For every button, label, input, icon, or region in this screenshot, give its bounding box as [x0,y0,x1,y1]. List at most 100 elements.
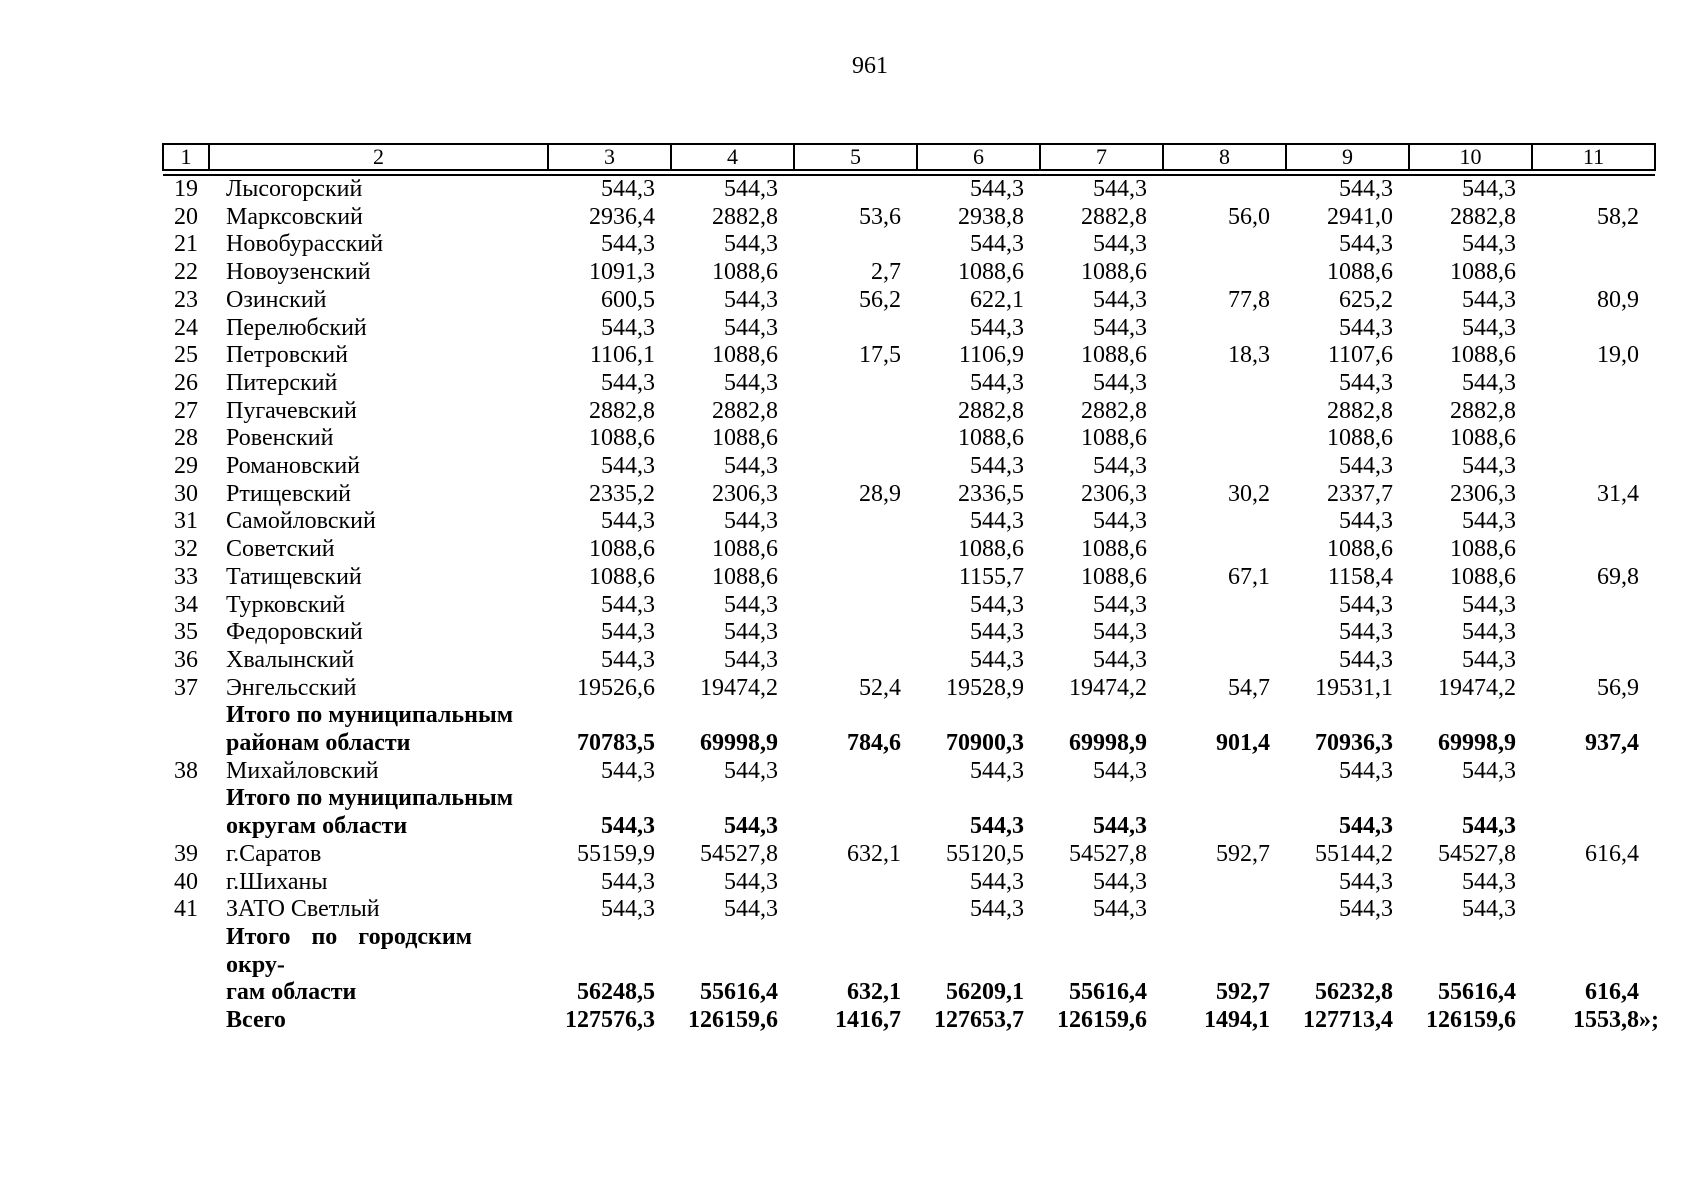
value-cell: 616,4 [1585,979,1639,1006]
value-cell: 544,3 [1093,591,1147,618]
district-row: 29 Романовский 544,3 544,3 544,3 544,3 544,3 54… [163,453,1655,481]
value-cell: 2882,8 [712,203,778,230]
value-cell [1532,896,1655,924]
value-cell: 544,3 [1462,896,1516,923]
row-number: 40 [174,868,198,895]
value-cell: 544,3 [601,868,655,895]
label-line: Питерский [226,369,338,396]
value-cell: 53,6 [859,203,901,230]
district-row: 26 Питерский 544,3 544,3 544,3 544,3 544,3 544,… [163,370,1655,398]
value-cell: 544,3 [601,646,655,673]
district-row: 22 Новоузенский 1091,3 1088,6 2,7 1088,6 1088,… [163,259,1655,287]
value-cell [794,896,917,924]
value-cell: 70936,3 [1315,730,1393,757]
label-line: Михайловский [226,757,379,784]
value-cell: 544,3 [970,453,1024,480]
value-cell: 56,0 [1228,203,1270,230]
value-cell: 1088,6 [1450,563,1516,590]
value-cell [1163,785,1286,840]
district-name: Хвалынский [209,647,548,675]
row-number: 20 [174,203,198,230]
value-cell: 901,4 [1216,730,1270,757]
column-header: 8 [1162,143,1287,171]
value-cell: 544,3 [1339,896,1393,923]
column-header: 9 [1285,143,1410,171]
value-cell [1163,175,1286,204]
value-cell: 544,3 [724,176,778,202]
value-cell: 544,3 [1093,813,1147,840]
value-cell: 544,3 [1339,231,1393,258]
value-cell: 56,2 [859,286,901,313]
label-line: Федоровский [226,619,363,646]
value-cell: 69998,9 [1069,730,1147,757]
value-cell: 55616,4 [700,979,778,1006]
value-cell [1532,536,1655,564]
district-name: Питерский [209,370,548,398]
value-cell: 69,8 [1597,563,1639,590]
value-cell: 1088,6 [589,425,655,452]
label-line: округам области [226,813,408,840]
value-cell: 1416,7 [835,1007,901,1034]
value-cell: 544,3 [1339,813,1393,840]
value-cell: 544,3 [1339,868,1393,895]
value-cell: 544,3 [970,646,1024,673]
table-header-row: 1 2 3 4 5 6 7 8 9 10 11 [162,143,1656,171]
value-cell: 544,3 [1093,314,1147,341]
value-cell: 1088,6 [1450,425,1516,452]
value-cell [1163,896,1286,924]
value-cell [1163,370,1286,398]
label-line: Перелюбский [226,314,367,341]
value-cell: 1088,6 [1081,563,1147,590]
value-cell: 544,3 [1093,619,1147,646]
value-cell: 52,4 [859,674,901,701]
value-cell: 2882,8 [1450,203,1516,230]
value-cell [1163,231,1286,259]
value-cell: 1088,6 [589,536,655,563]
value-cell [794,453,917,481]
label-line: ЗАТО Светлый [226,896,380,923]
value-cell: 1088,6 [1450,342,1516,369]
value-cell: 80,9 [1597,286,1639,313]
value-cell: 2306,3 [1450,480,1516,507]
value-cell [1163,536,1286,564]
value-cell: 19531,1 [1315,674,1393,701]
value-cell [1163,398,1286,426]
value-cell: 2306,3 [712,480,778,507]
value-cell: 55616,4 [1438,979,1516,1006]
value-cell: 544,3 [1339,591,1393,618]
district-name: Новобурасский [209,231,548,259]
label-line: Романовский [226,453,361,480]
value-cell: 1088,6 [958,259,1024,286]
value-cell: 544,3 [1093,646,1147,673]
district-name: Новоузенский [209,259,548,287]
label-line: Лысогорский [226,176,363,202]
value-cell [1532,453,1655,481]
value-cell [1163,453,1286,481]
value-cell: 622,1 [970,286,1024,313]
value-cell: 1155,7 [958,563,1024,590]
label-line: Итого по муниципальным [226,785,514,812]
value-cell: 544,3 [601,314,655,341]
label-line: Хвалынский [226,646,355,673]
value-cell [1163,869,1286,897]
label-line: Ртищевский [226,480,352,507]
value-cell: 1088,6 [1081,259,1147,286]
value-cell [1532,370,1655,398]
value-cell [794,592,917,620]
value-cell: 1494,1 [1204,1007,1270,1034]
value-cell: 544,3 [1462,369,1516,396]
column-header: 7 [1039,143,1164,171]
value-cell: 544,3 [970,508,1024,535]
value-cell [1532,758,1655,786]
label-line: Итого по городским окру- [226,923,473,978]
district-name: Пугачевский [209,398,548,426]
value-cell [794,564,917,592]
value-cell: 1088,6 [1327,259,1393,286]
row-number: 28 [174,425,198,452]
value-cell: 544,3 [1093,176,1147,202]
value-cell: 19474,2 [1069,674,1147,701]
label-line: Энгельсский [226,674,357,701]
value-cell: 19526,6 [577,674,655,701]
label-line: Озинский [226,286,327,313]
value-cell: 54527,8 [700,840,778,867]
